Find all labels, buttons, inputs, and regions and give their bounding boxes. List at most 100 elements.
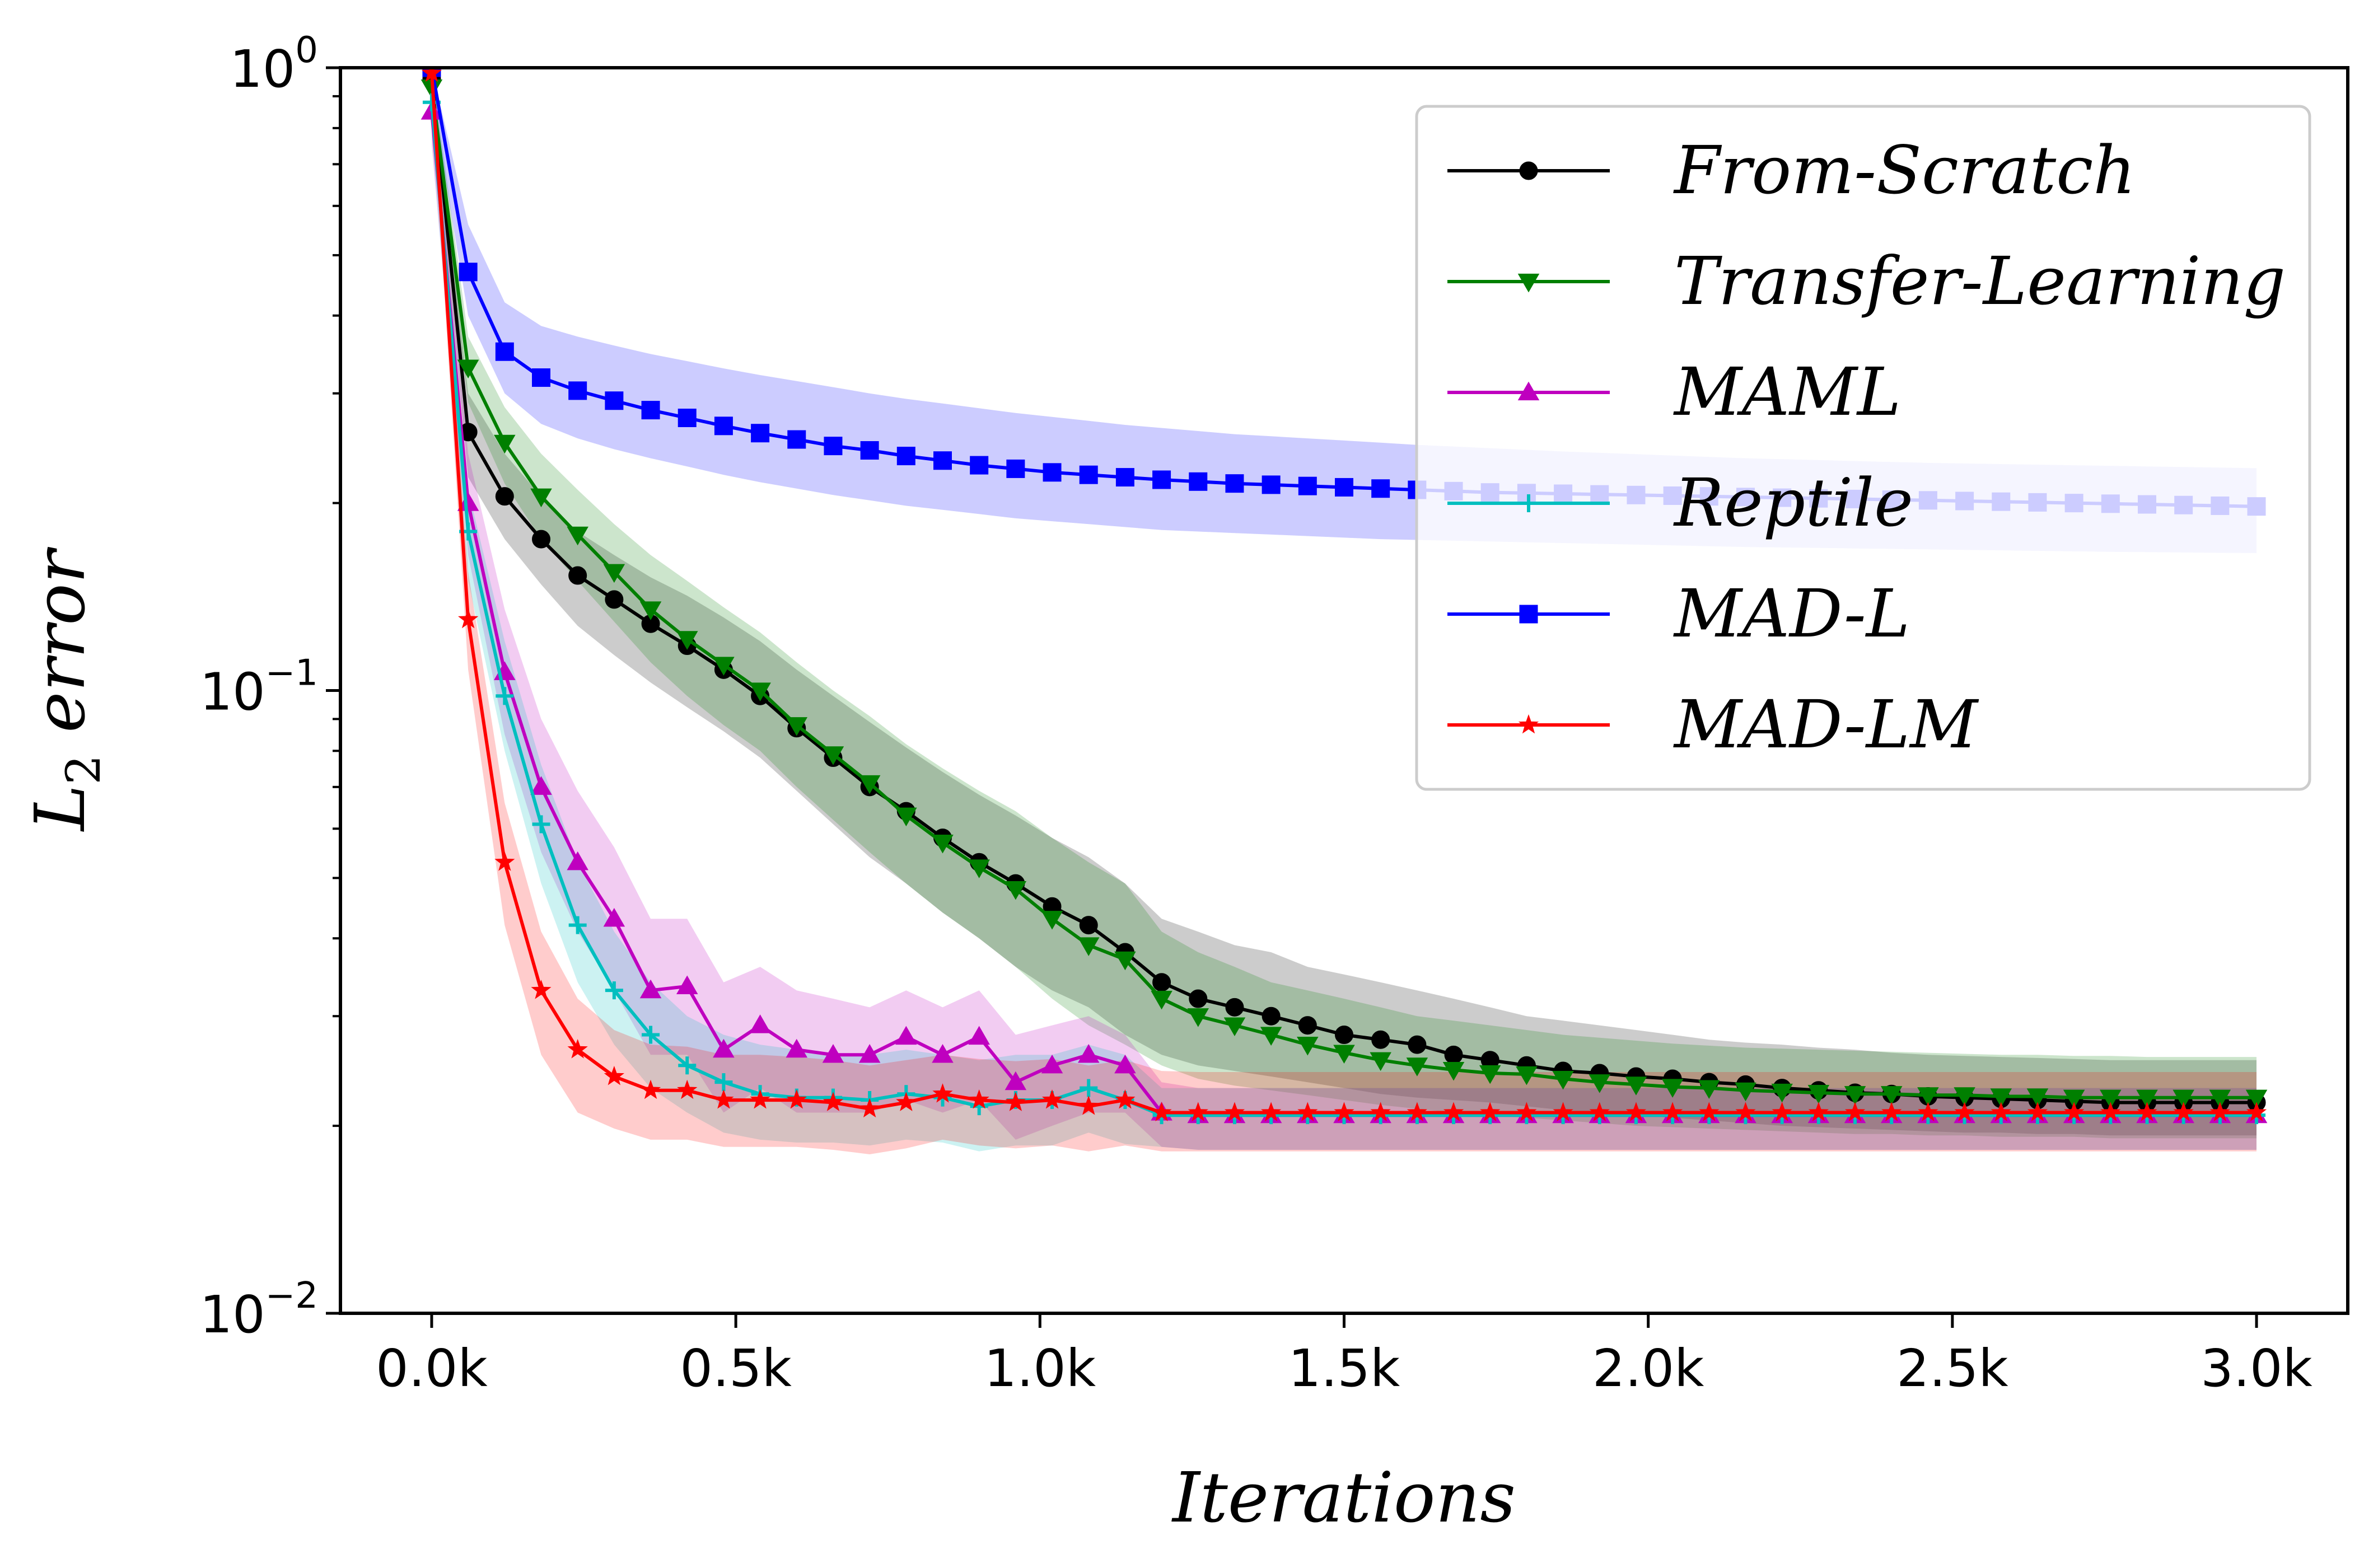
point-reptile <box>714 1073 733 1092</box>
point-from-scratch <box>532 530 550 549</box>
point-reptile <box>605 981 623 1000</box>
point-mad-l <box>1225 474 1244 493</box>
point-mad-lm <box>677 1079 698 1099</box>
point-transfer-learning <box>1698 1080 1720 1099</box>
point-mad-l <box>1079 465 1098 484</box>
point-from-scratch <box>1152 973 1171 992</box>
point-mad-lm <box>1735 1102 1756 1122</box>
point-transfer-learning <box>2245 1089 2268 1109</box>
point-transfer-learning <box>1187 1008 1209 1027</box>
point-mad-lm <box>1699 1102 1720 1122</box>
point-transfer-learning <box>895 807 917 827</box>
point-mad-lm <box>713 1089 734 1109</box>
point-mad-l <box>824 437 843 456</box>
legend-label: MAD-LM <box>1673 686 1979 763</box>
point-mad-lm <box>1589 1102 1610 1122</box>
point-transfer-learning <box>1954 1087 1975 1106</box>
point-mad-lm <box>604 1065 625 1085</box>
point-from-scratch <box>1225 998 1244 1017</box>
point-transfer-learning <box>2026 1088 2049 1107</box>
point-mad-lm <box>1881 1102 1902 1122</box>
point-transfer-learning <box>2136 1089 2158 1109</box>
point-mad-lm <box>1553 1102 1573 1122</box>
point-transfer-learning <box>1077 937 1100 956</box>
x-tick-label: 2.5k <box>1896 1338 2008 1398</box>
series-mad-lm <box>421 68 2267 1122</box>
x-tick-label: 3.0k <box>2201 1338 2312 1398</box>
point-from-scratch <box>1298 1016 1317 1035</box>
point-mad-l <box>605 391 624 410</box>
point-reptile <box>532 815 550 834</box>
point-mad-lm <box>969 1089 989 1109</box>
point-mad-l <box>1189 472 1208 491</box>
legend-box <box>1415 105 2311 791</box>
point-maml <box>749 1014 771 1033</box>
point-maml <box>1041 1054 1063 1074</box>
point-maml <box>639 979 662 999</box>
point-mad-l <box>787 430 806 449</box>
band-from-scratch <box>432 68 2256 1136</box>
point-transfer-learning <box>567 526 588 546</box>
legend-item-reptile: Reptile <box>1447 464 1913 541</box>
legend-label: Transfer-Learning <box>1674 242 2286 320</box>
legend-marker <box>1517 381 1540 401</box>
point-transfer-learning <box>1297 1037 1319 1056</box>
point-maml <box>858 1043 881 1063</box>
point-maml <box>530 776 552 795</box>
point-mad-l <box>1152 470 1171 489</box>
x-tick-label: 0.0k <box>376 1338 488 1398</box>
point-transfer-learning <box>1516 1066 1538 1085</box>
point-mad-lm <box>1443 1102 1464 1122</box>
point-mad-lm <box>2100 1102 2121 1122</box>
legend-marker <box>1520 494 1538 512</box>
point-mad-lm <box>1188 1102 1208 1122</box>
point-mad-l <box>714 416 733 436</box>
point-transfer-learning <box>1589 1074 1611 1093</box>
point-transfer-learning <box>1844 1086 1866 1105</box>
y-axis-label: L2 error <box>20 546 111 832</box>
point-transfer-learning <box>1917 1087 1939 1106</box>
point-from-scratch <box>568 566 587 585</box>
point-mad-lm <box>2027 1102 2048 1122</box>
point-mad-l <box>1371 479 1390 498</box>
point-maml <box>895 1026 917 1045</box>
point-maml <box>603 907 625 927</box>
point-mad-lm <box>1041 1089 1063 1109</box>
point-transfer-learning <box>1880 1086 1903 1105</box>
point-transfer-learning <box>1260 1027 1282 1046</box>
point-from-scratch <box>1189 989 1208 1008</box>
legend-item-transfer-learning: Transfer-Learning <box>1447 242 2286 320</box>
legend-label: Reptile <box>1673 464 1913 541</box>
point-mad-lm <box>1772 1102 1792 1122</box>
point-mad-lm <box>421 68 442 82</box>
point-transfer-learning <box>1114 951 1136 971</box>
point-transfer-learning <box>1771 1083 1793 1103</box>
point-from-scratch <box>1371 1030 1390 1049</box>
point-maml <box>1114 1054 1136 1074</box>
legend-marker <box>1517 273 1540 293</box>
point-mad-lm <box>1005 1092 1026 1111</box>
point-mad-l <box>1006 459 1025 478</box>
point-mad-l <box>1335 478 1353 497</box>
point-transfer-learning <box>1479 1065 1501 1084</box>
point-mad-l <box>1043 463 1062 482</box>
point-mad-l <box>896 447 915 466</box>
point-mad-lm <box>1151 1102 1172 1122</box>
point-mad-lm <box>1844 1102 1866 1122</box>
point-transfer-learning <box>457 359 479 379</box>
point-mad-l <box>1115 468 1134 487</box>
point-transfer-learning <box>1370 1052 1391 1071</box>
point-transfer-learning <box>1552 1070 1574 1090</box>
point-mad-lm <box>1480 1102 1501 1122</box>
band-reptile <box>432 73 2256 1152</box>
point-mad-lm <box>896 1092 917 1111</box>
axes: 0.0k 0.5k 1.0k 1.5k 2.0k 2.5k 3.0k 100 10−1 10−2 I… <box>20 30 2349 1538</box>
confidence-bands <box>432 68 2256 1154</box>
y-tick-label: 10−1 <box>200 653 318 722</box>
point-transfer-learning <box>1223 1017 1246 1036</box>
point-mad-lm <box>640 1079 661 1099</box>
point-mad-lm <box>2137 1102 2157 1122</box>
point-from-scratch <box>1444 1045 1463 1064</box>
point-mad-l <box>933 451 952 470</box>
point-mad-l <box>568 381 587 400</box>
